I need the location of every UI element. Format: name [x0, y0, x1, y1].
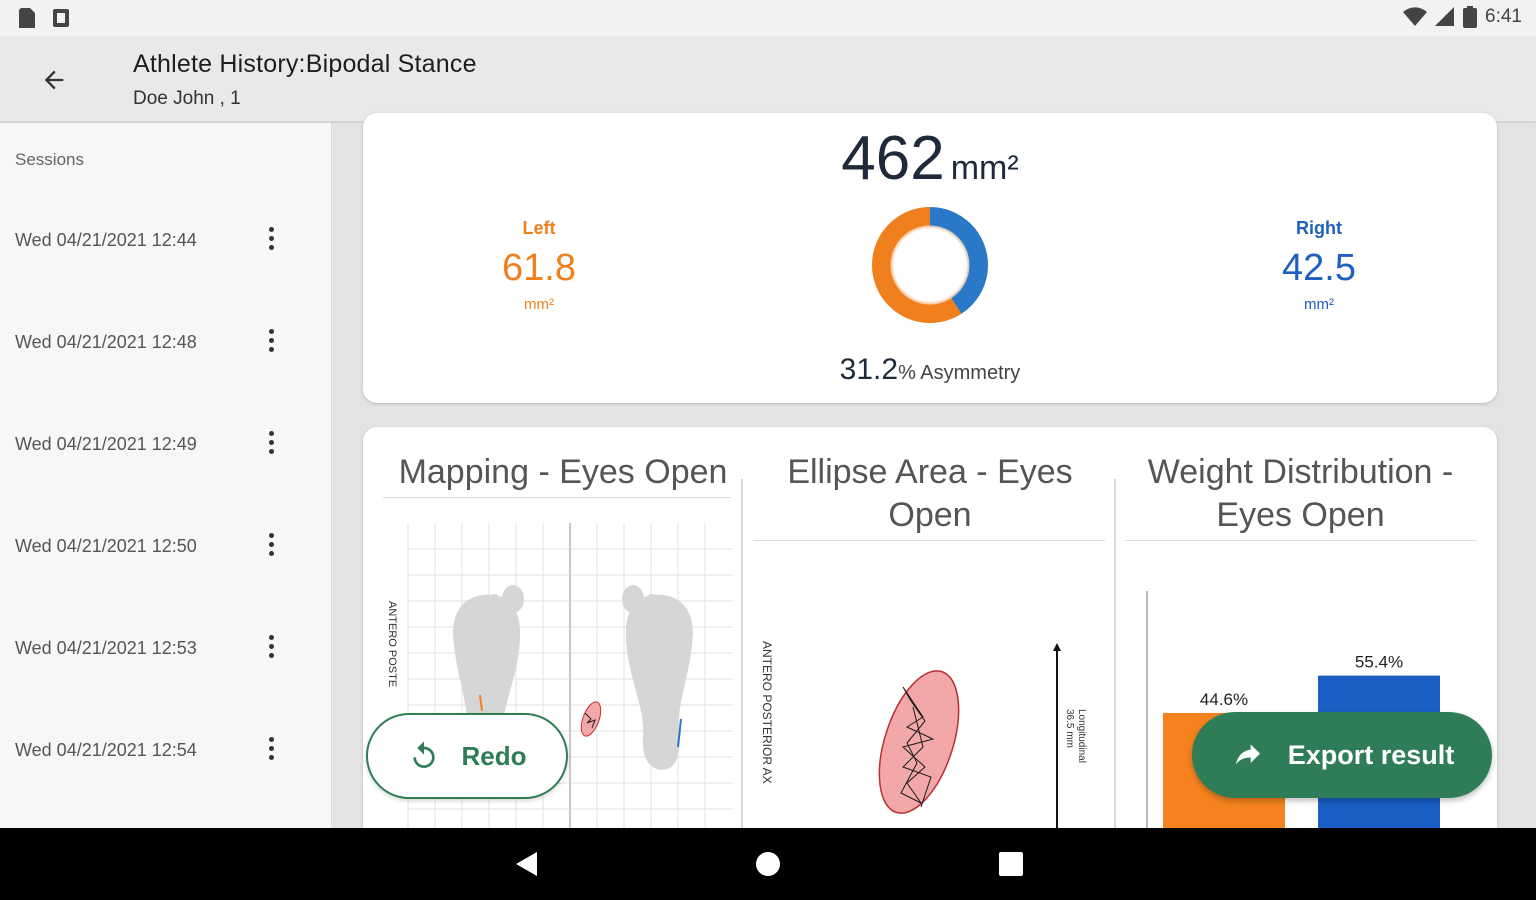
status-left-icons: [18, 8, 70, 28]
bar-label-left: 44.6%: [1200, 690, 1248, 709]
right-label: Right: [1296, 218, 1342, 238]
arrow-back-icon: [44, 70, 64, 90]
weight-title: Weight Distribution - Eyes Open: [1123, 451, 1478, 537]
back-button[interactable]: [34, 60, 74, 100]
share-forward-icon: [1235, 744, 1260, 765]
total-area: 462 mm²: [363, 123, 1497, 194]
ellipse-summary-card: 462 mm² Left 61.8 mm² Right 42.5 mm² 31.2…: [363, 113, 1497, 403]
left-value: 61.8: [502, 247, 576, 289]
export-result-button[interactable]: Export result: [1192, 712, 1492, 798]
sessions-label: Sessions: [15, 150, 84, 169]
nav-back-button[interactable]: [508, 846, 544, 882]
status-time: 6:41: [1485, 6, 1522, 27]
ellipse-axis-label: ANTERO POSTERIOR AX: [760, 641, 774, 784]
status-right: 6:41: [1403, 6, 1522, 28]
export-result-label: Export result: [1287, 739, 1455, 770]
asymmetry-label: % Asymmetry: [898, 362, 1021, 384]
ellipse-title-line2: Open: [888, 496, 972, 534]
session-date: Wed 04/21/2021 12:54: [15, 740, 197, 760]
sessions-sidebar: Sessions Wed 04/21/2021 12:44 Wed 04/21/…: [0, 123, 332, 828]
more-vert-icon[interactable]: [258, 730, 284, 766]
status-bar: 6:41: [0, 0, 1536, 36]
total-area-value: 462: [841, 124, 945, 193]
triangle-back-icon: [516, 852, 537, 876]
system-nav-bar: [0, 828, 1536, 900]
app-bar: Athlete History:Bipodal Stance Doe John …: [0, 36, 1536, 122]
ellipse-rule: [753, 540, 1105, 541]
screenshot-icon: [53, 9, 69, 27]
panel-divider: [1114, 479, 1116, 847]
asymmetry: 31.2% Asymmetry: [363, 353, 1497, 387]
panel-divider: [741, 479, 743, 847]
redo-label: Redo: [461, 740, 527, 771]
asymmetry-value: 31.2: [839, 353, 899, 386]
session-item[interactable]: Wed 04/21/2021 12:49: [0, 414, 332, 474]
left-label: Left: [522, 218, 556, 238]
wifi-icon: [1403, 7, 1428, 27]
signal-icon: [1435, 7, 1455, 26]
mapping-title: Mapping - Eyes Open: [398, 453, 728, 491]
bar-label-right: 55.4%: [1355, 653, 1403, 672]
circle-home-icon: [756, 852, 780, 876]
right-foot-icon: [622, 585, 693, 770]
sd-card-icon: [19, 8, 35, 28]
more-vert-icon[interactable]: [258, 424, 284, 460]
session-date: Wed 04/21/2021 12:49: [15, 434, 197, 454]
total-area-unit: mm²: [950, 149, 1019, 187]
session-item[interactable]: Wed 04/21/2021 12:50: [0, 516, 332, 576]
ellipse-title: Ellipse Area - Eyes Open: [753, 451, 1107, 537]
square-recents-icon: [999, 852, 1023, 876]
more-vert-icon[interactable]: [258, 628, 284, 664]
redo-icon: [412, 741, 435, 768]
session-item[interactable]: Wed 04/21/2021 12:53: [0, 618, 332, 678]
donut-right-segment: [872, 207, 988, 323]
nav-home-button[interactable]: [750, 846, 786, 882]
right-metric: Right 42.5 mm²: [1219, 218, 1419, 313]
left-metric: Left 61.8 mm²: [439, 218, 639, 313]
session-item[interactable]: Wed 04/21/2021 12:54: [0, 720, 332, 780]
mapping-rule: [383, 497, 731, 498]
ellipse-title-line1: Ellipse Area - Eyes: [787, 453, 1073, 491]
ellipse-plot: ANTERO POSTERIOR AX Longitudinal 36.5 mm: [760, 641, 1087, 847]
session-item[interactable]: Wed 04/21/2021 12:44: [0, 210, 332, 270]
more-vert-icon[interactable]: [258, 322, 284, 358]
more-vert-icon[interactable]: [258, 220, 284, 256]
session-date: Wed 04/21/2021 12:48: [15, 332, 197, 352]
session-date: Wed 04/21/2021 12:53: [15, 638, 197, 658]
ellipse-right-label-1: Longitudinal: [1076, 709, 1087, 763]
session-date: Wed 04/21/2021 12:50: [15, 536, 197, 556]
right-unit: mm²: [1304, 296, 1334, 313]
mapping-axis-label: ANTERO POSTE: [386, 601, 398, 687]
redo-button[interactable]: Redo: [366, 713, 568, 799]
athlete-subtitle: Doe John , 1: [133, 88, 241, 109]
left-unit: mm²: [524, 296, 554, 313]
right-value: 42.5: [1282, 247, 1356, 289]
weight-distribution-chart: 44.6% 55.4%: [1146, 591, 1440, 847]
weight-title-line1: Weight Distribution -: [1147, 453, 1454, 491]
asymmetry-donut: [872, 207, 988, 323]
weight-title-line2: Eyes Open: [1216, 496, 1385, 534]
page-title: Athlete History:Bipodal Stance: [133, 50, 477, 78]
ellipse-right-label-2: 36.5 mm: [1064, 709, 1075, 748]
session-date: Wed 04/21/2021 12:44: [15, 230, 197, 250]
session-item[interactable]: Wed 04/21/2021 12:48: [0, 312, 332, 372]
weight-rule: [1125, 540, 1477, 541]
battery-icon: [1463, 6, 1478, 28]
more-vert-icon[interactable]: [258, 526, 284, 562]
nav-recents-button[interactable]: [993, 846, 1029, 882]
